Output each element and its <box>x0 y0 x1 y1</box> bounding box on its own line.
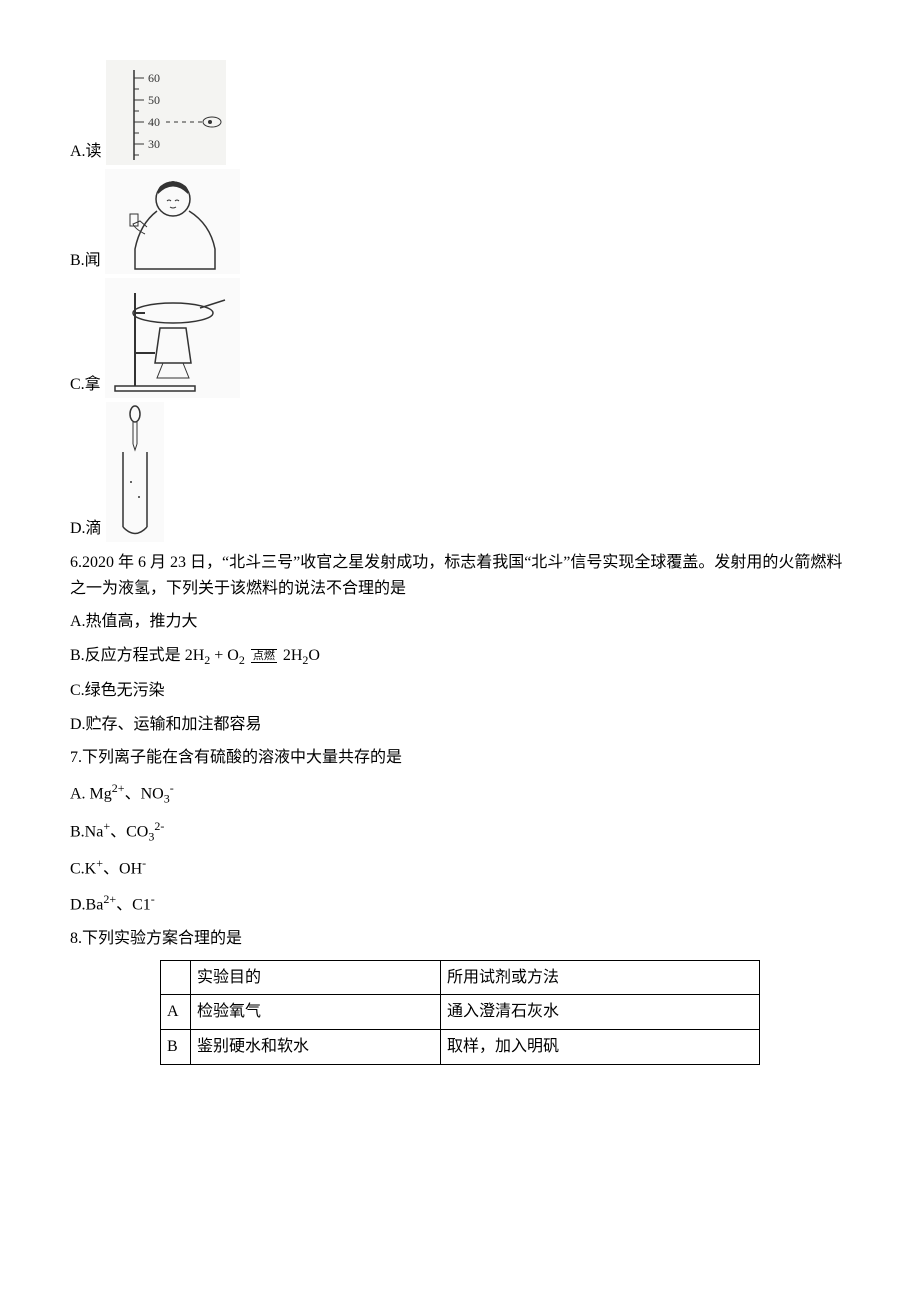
svg-text:30: 30 <box>148 137 160 151</box>
q7-d-sup2: - <box>151 892 155 906</box>
option-d-container: D.滴 <box>70 402 850 542</box>
q6-b-o: O <box>308 647 320 664</box>
q7-option-c: C.K+、OH- <box>70 854 850 882</box>
row-b-id: B <box>161 1029 191 1064</box>
experiment-table: 实验目的 所用试剂或方法 A 检验氧气 通入澄清石灰水 B 鉴别硬水和软水 取样… <box>160 960 760 1065</box>
row-b-purpose: 鉴别硬水和软水 <box>191 1029 441 1064</box>
option-c-container: C.拿 <box>70 278 850 398</box>
q6-b-plus: + O <box>210 647 239 664</box>
q7-d-1: D.Ba <box>70 897 103 914</box>
svg-text:60: 60 <box>148 71 160 85</box>
table-row: B 鉴别硬水和软水 取样，加入明矾 <box>161 1029 760 1064</box>
q6-option-a: A.热值高，推力大 <box>70 609 850 635</box>
q7-a-sup1: 2+ <box>112 781 125 795</box>
option-b-label: B.闻 <box>70 248 101 274</box>
q7-option-b: B.Na+、CO32- <box>70 817 850 847</box>
q7-c-mid: 、OH <box>103 861 142 878</box>
option-a-label: A.读 <box>70 139 102 165</box>
option-d-label: D.滴 <box>70 516 102 542</box>
q6-b-cond: 点燃 <box>251 649 277 663</box>
row-a-method: 通入澄清石灰水 <box>441 995 760 1030</box>
q6-b-prefix: B.反应方程式是 <box>70 647 181 664</box>
q6-option-d: D.贮存、运输和加注都容易 <box>70 712 850 738</box>
q7-a-1: A. Mg <box>70 785 112 802</box>
hold-apparatus-icon <box>105 278 240 398</box>
q7-c-sup1: + <box>96 856 103 870</box>
q6-b-sub2: 2 <box>239 653 245 667</box>
option-c-label: C.拿 <box>70 372 101 398</box>
dropper-tube-icon <box>106 402 164 542</box>
option-b-container: B.闻 <box>70 169 850 274</box>
row-a-purpose: 检验氧气 <box>191 995 441 1030</box>
q7-d-sup1: 2+ <box>103 892 116 906</box>
q7-c-1: C.K <box>70 861 96 878</box>
q6-text: 6.2020 年 6 月 23 日，“北斗三号”收官之星发射成功，标志着我国“北… <box>70 550 850 601</box>
q7-b-sup2: 2- <box>154 819 164 833</box>
svg-text:50: 50 <box>148 93 160 107</box>
q6-option-c: C.绿色无污染 <box>70 678 850 704</box>
q7-a-sup2: - <box>170 781 174 795</box>
th-method: 所用试剂或方法 <box>441 960 760 995</box>
row-a-id: A <box>161 995 191 1030</box>
q7-b-1: B.Na <box>70 823 103 840</box>
q7-option-a: A. Mg2+、NO3- <box>70 779 850 809</box>
q7-b-mid: 、CO <box>110 823 148 840</box>
table-row: A 检验氧气 通入澄清石灰水 <box>161 995 760 1030</box>
q6-option-b: B.反应方程式是 2H2 + O2 点燃 2H2O <box>70 643 850 670</box>
th-blank <box>161 960 191 995</box>
q7-d-mid: 、C1 <box>116 897 151 914</box>
ruler-reading-icon: 60 50 40 30 <box>106 60 226 165</box>
option-a-container: A.读 60 50 40 30 <box>70 60 850 165</box>
row-b-method: 取样，加入明矾 <box>441 1029 760 1064</box>
q7-c-sup2: - <box>142 856 146 870</box>
q6-b-eq-r: 2H <box>283 647 303 664</box>
svg-text:40: 40 <box>148 115 160 129</box>
q8-text: 8.下列实验方案合理的是 <box>70 926 850 952</box>
q7-option-d: D.Ba2+、C1- <box>70 890 850 918</box>
q7-text: 7.下列离子能在含有硫酸的溶液中大量共存的是 <box>70 745 850 771</box>
table-header-row: 实验目的 所用试剂或方法 <box>161 960 760 995</box>
q6-b-eq-l: 2H <box>185 647 205 664</box>
th-purpose: 实验目的 <box>191 960 441 995</box>
q7-a-mid: 、NO <box>125 785 164 802</box>
smell-technique-icon <box>105 169 240 274</box>
